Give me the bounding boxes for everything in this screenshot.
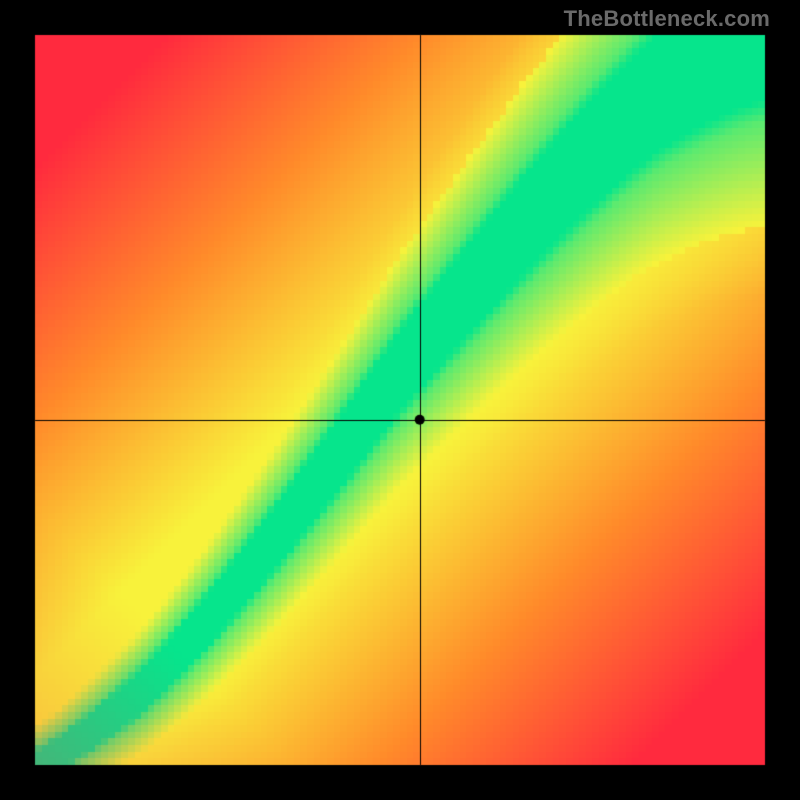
overlay-canvas	[0, 0, 800, 800]
bottleneck-chart: TheBottleneck.com	[0, 0, 800, 800]
watermark-text: TheBottleneck.com	[564, 6, 770, 32]
